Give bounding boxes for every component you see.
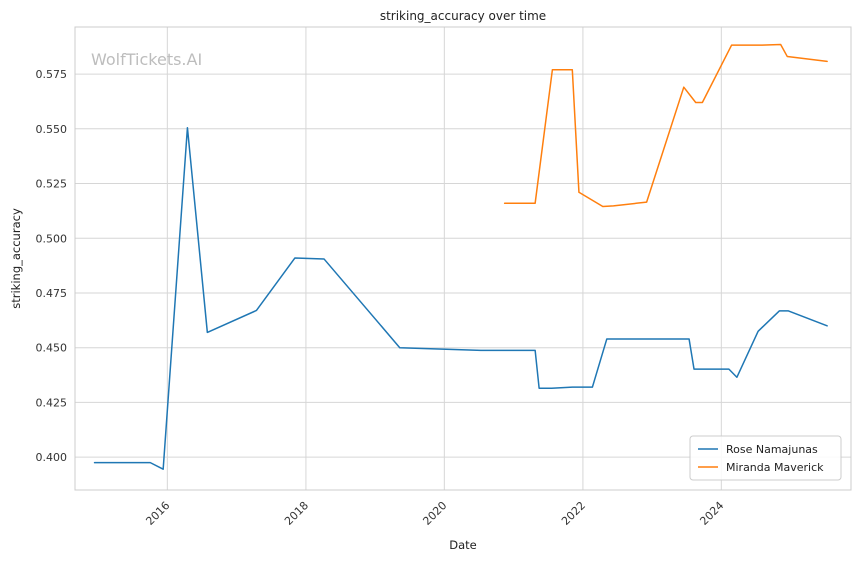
plot-area-frame	[74, 26, 852, 491]
legend: Rose Namajunas Miranda Maverick	[689, 435, 842, 481]
legend-label: Miranda Maverick	[726, 461, 824, 474]
series-line-rose-namajunas	[93, 126, 828, 470]
series-line-miranda-maverick	[503, 43, 828, 208]
y-tick-label: 0.475	[36, 287, 68, 300]
y-tick-label: 0.525	[36, 178, 68, 191]
y-tick-label: 0.500	[36, 232, 68, 245]
legend-label: Rose Namajunas	[726, 443, 818, 456]
y-tick-label: 0.550	[36, 123, 68, 136]
x-axis-title: Date	[449, 538, 477, 552]
legend-box	[689, 435, 842, 481]
y-tick-label: 0.450	[36, 342, 68, 355]
chart-title: striking_accuracy over time	[380, 9, 546, 23]
watermark: WolfTickets.AI	[91, 50, 202, 69]
y-tick-label: 0.425	[36, 396, 68, 409]
y-axis-title: striking_accuracy	[9, 208, 23, 309]
series-lines	[93, 43, 828, 470]
y-tick-label: 0.400	[36, 451, 68, 464]
y-tick-label: 0.575	[36, 68, 68, 81]
